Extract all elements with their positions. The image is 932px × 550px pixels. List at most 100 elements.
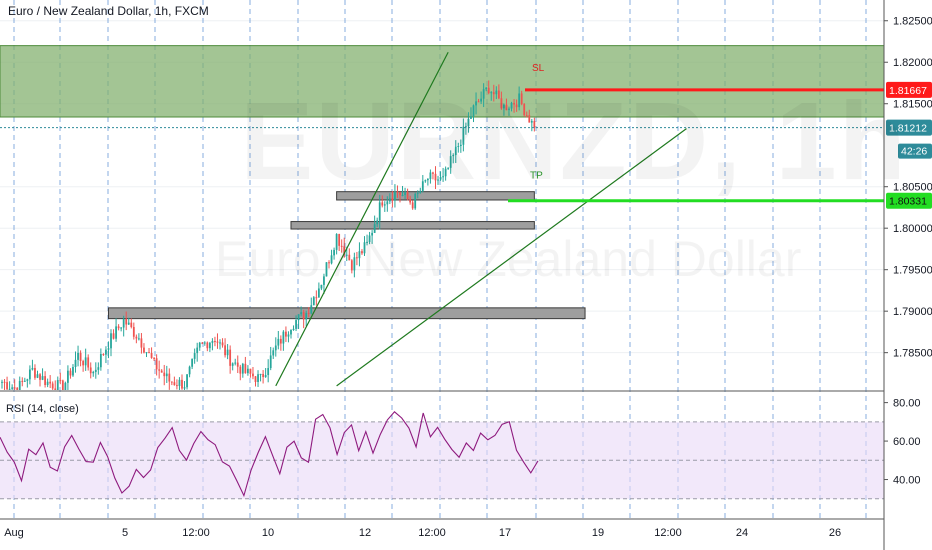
candle-body (338, 234, 341, 246)
candle-body (472, 105, 475, 117)
candle-body (525, 115, 528, 117)
support-boxes-layer (107, 191, 586, 320)
candle-body (115, 326, 117, 339)
candle-body (356, 257, 358, 259)
candle-body (391, 198, 394, 201)
candle-body (475, 101, 477, 106)
candle-body (87, 357, 90, 368)
candle-body (160, 370, 163, 373)
candle-body (373, 224, 376, 233)
candle-body (530, 120, 533, 123)
candle-body (196, 347, 199, 354)
candle-body (262, 373, 265, 378)
candle-body (105, 349, 107, 355)
candle-body (315, 297, 318, 299)
candle-body (520, 93, 523, 105)
candle-body (54, 388, 57, 390)
candle-body (406, 192, 409, 200)
candle-body (459, 144, 462, 147)
resistance-zone (0, 45, 885, 118)
time-tick-label: 12:00 (418, 527, 446, 539)
candle-body (77, 352, 79, 360)
price-candles (1, 80, 536, 390)
candle-body (434, 173, 437, 181)
candle-body (158, 369, 161, 371)
candle-body (150, 353, 153, 358)
candle-body (523, 104, 526, 116)
candle-body (208, 342, 211, 349)
candle-body (125, 318, 128, 325)
candle-body (305, 312, 308, 320)
candle-body (416, 192, 419, 194)
candle-body (246, 368, 249, 374)
trendline (275, 52, 449, 387)
rsi-tick-label: 40.00 (893, 475, 921, 487)
candle-body (181, 379, 183, 389)
candle-body (277, 338, 280, 346)
countdown-badge: 42:26 (901, 146, 927, 158)
candle-body (252, 373, 254, 377)
candle-body (442, 176, 444, 178)
candle-body (348, 254, 351, 261)
candle-body (203, 342, 206, 344)
candle-body (97, 367, 100, 370)
candle-body (282, 331, 285, 344)
candle-body (244, 363, 247, 374)
support-box (336, 191, 535, 201)
candle-body (11, 387, 14, 389)
candle-body (465, 126, 467, 128)
rsi-tick-label: 60.00 (893, 436, 921, 448)
candle-body (135, 336, 138, 339)
candle-body (168, 373, 171, 382)
candle-body (18, 380, 21, 390)
candle-body (259, 373, 262, 375)
candle-body (267, 368, 270, 376)
candle-body (487, 87, 490, 94)
candle-body (490, 92, 493, 94)
candle-body (8, 388, 11, 390)
time-tick-label: 12:00 (182, 527, 210, 539)
candle-body (404, 192, 406, 196)
candle-body (399, 192, 401, 196)
candle-body (46, 381, 49, 385)
candle-body (163, 372, 166, 377)
candle-body (206, 342, 209, 349)
candle-body (272, 350, 275, 356)
candle-body (330, 255, 333, 264)
level-lines-layer: SL TP (0, 52, 884, 387)
candle-body (201, 342, 204, 344)
candle-body (317, 288, 320, 298)
candle-body (419, 190, 422, 193)
candle-body (170, 381, 173, 383)
time-tick-label: 5 (122, 527, 128, 539)
time-tick-label: Aug (4, 527, 24, 539)
candle-body (153, 357, 155, 359)
candle-body (6, 382, 8, 390)
candle-body (236, 362, 239, 367)
candle-body (358, 251, 361, 259)
candle-body (1, 381, 3, 383)
candle-body (437, 179, 439, 181)
candle-body (127, 322, 130, 325)
candle-body (3, 381, 6, 383)
candle-body (401, 195, 404, 197)
candle-body (13, 387, 16, 389)
candle-body (292, 328, 295, 330)
sl-price-badge: 1.81667 (889, 85, 927, 97)
candle-body (297, 314, 300, 321)
candle-body (211, 340, 214, 343)
candle-body (72, 367, 74, 376)
sl-price-badge-bg (886, 81, 932, 98)
candle-body (371, 232, 374, 236)
candle-body (198, 342, 201, 348)
candle-body (94, 369, 97, 372)
candle-body (249, 368, 252, 374)
candle-body (137, 338, 140, 340)
candle-body (165, 373, 168, 377)
candle-body (307, 312, 310, 314)
candle-body (485, 87, 488, 90)
candle-body (110, 333, 112, 349)
candle-body (155, 358, 158, 370)
candle-body (221, 342, 224, 346)
